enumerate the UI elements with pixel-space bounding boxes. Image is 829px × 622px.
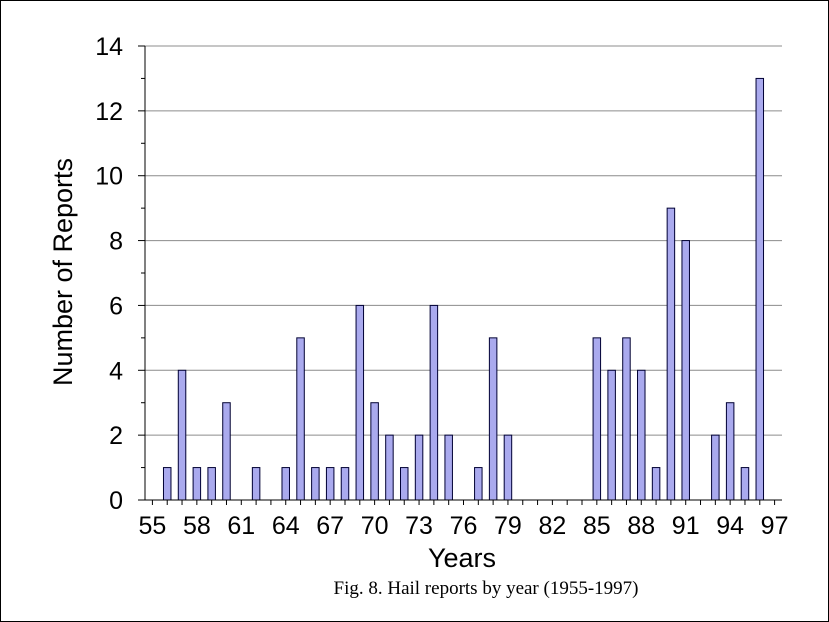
y-tick-label: 12 bbox=[95, 98, 123, 126]
bars bbox=[162, 77, 765, 501]
y-tick-label: 8 bbox=[109, 228, 123, 256]
bar-89 bbox=[651, 467, 661, 501]
figure-caption: Fig. 8. Hail reports by year (1955-1997) bbox=[334, 578, 639, 599]
bar-94 bbox=[725, 402, 735, 501]
x-tick-label: 73 bbox=[405, 512, 433, 540]
bar-96 bbox=[755, 77, 765, 501]
bar-75 bbox=[444, 434, 453, 501]
x-tick-label: 94 bbox=[716, 512, 744, 540]
bar-77 bbox=[474, 467, 483, 501]
x-tick-label: 88 bbox=[627, 512, 655, 540]
x-tick-labels: 55 58 61 64 67 70 73 76 79 82 85 88 91 94 97 bbox=[139, 512, 789, 540]
bar-74 bbox=[429, 304, 439, 501]
bar-57 bbox=[177, 369, 187, 501]
y-tick-label: 14 bbox=[95, 33, 123, 61]
x-tick-label: 76 bbox=[450, 512, 478, 540]
bar-73 bbox=[414, 434, 424, 501]
bar-85 bbox=[592, 337, 602, 501]
x-tick-label: 61 bbox=[227, 512, 255, 540]
bar-58 bbox=[192, 467, 202, 501]
axes bbox=[138, 45, 782, 505]
bar-64 bbox=[281, 467, 290, 501]
bar-72 bbox=[399, 467, 409, 501]
bar-88 bbox=[637, 369, 646, 501]
y-tick-label: 6 bbox=[109, 292, 123, 320]
bar-95 bbox=[740, 467, 750, 501]
gridlines bbox=[145, 45, 782, 436]
x-tick-label: 85 bbox=[583, 512, 611, 540]
bar-62 bbox=[251, 467, 261, 501]
bar-86 bbox=[607, 369, 616, 501]
bar-70 bbox=[370, 402, 379, 501]
bar-91 bbox=[681, 240, 690, 501]
bar-93 bbox=[711, 434, 720, 501]
bar-60 bbox=[222, 402, 231, 501]
bar-79 bbox=[503, 434, 513, 501]
x-tick-label: 70 bbox=[361, 512, 389, 540]
x-tick-label: 82 bbox=[538, 512, 566, 540]
x-tick-label: 91 bbox=[672, 512, 700, 540]
bar-71 bbox=[385, 434, 394, 501]
bar-68 bbox=[340, 467, 350, 501]
bar-59 bbox=[207, 467, 216, 501]
x-tick-label: 58 bbox=[183, 512, 211, 540]
bar-90 bbox=[666, 207, 676, 501]
x-tick-label: 64 bbox=[272, 512, 300, 540]
bar-78 bbox=[488, 337, 498, 501]
y-tick-label: 4 bbox=[109, 357, 123, 385]
x-tick-label: 67 bbox=[316, 512, 344, 540]
x-tick-label: 55 bbox=[139, 512, 167, 540]
x-axis-title: Years bbox=[428, 543, 496, 573]
x-tick-label: 79 bbox=[494, 512, 522, 540]
bar-69 bbox=[355, 304, 365, 501]
bar-87 bbox=[622, 337, 631, 501]
y-tick-label: 10 bbox=[95, 163, 123, 191]
y-tick-labels: 0 2 4 6 8 10 12 14 bbox=[95, 33, 123, 515]
y-tick-label: 2 bbox=[109, 422, 123, 450]
bar-66 bbox=[311, 467, 320, 501]
bar-67 bbox=[325, 467, 335, 501]
y-tick-label: 0 bbox=[109, 487, 123, 515]
bar-65 bbox=[296, 337, 305, 501]
x-tick-label: 97 bbox=[761, 512, 789, 540]
y-axis-title: Number of Reports bbox=[48, 158, 78, 386]
bar-56 bbox=[162, 467, 172, 501]
